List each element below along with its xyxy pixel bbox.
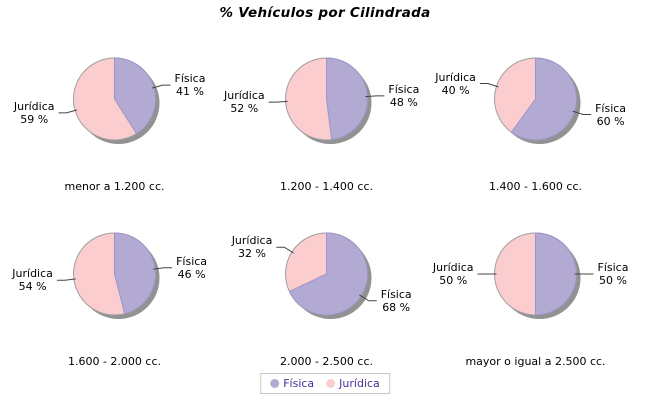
pie-graphic	[56, 232, 173, 319]
pie-chart-1600-2000cc: Física 46 % Jurídica 54 % 1.600 - 2.000 …	[7, 214, 222, 389]
slice-label-value: 50 %	[599, 274, 627, 287]
leader-line	[268, 100, 288, 103]
pie-chart-menor-1200cc: Física 41 % Jurídica 59 % menor a 1.200 …	[7, 39, 222, 214]
slice-label-name: Física	[388, 82, 420, 96]
slice-label-juridica: Jurídica 59 %	[14, 100, 55, 126]
pie-caption: menor a 1.200 cc.	[64, 180, 165, 193]
leader-line	[151, 84, 171, 89]
legend-item-fisica: Física	[270, 377, 314, 390]
legend-label: Física	[283, 377, 315, 390]
slice-label-name: Jurídica	[231, 234, 273, 248]
pie-graphic	[268, 57, 385, 144]
slice-label-value: 32 %	[238, 247, 266, 261]
slice-label-name: Física	[174, 72, 206, 86]
slice-label-value: 40 %	[441, 83, 470, 97]
pie-chart-2000-2500cc: Física 68 % Jurídica 32 % 2.000 - 2.500 …	[219, 214, 434, 389]
slice-label-juridica: Jurídica 54 %	[12, 267, 53, 293]
slice-label-name: Física	[176, 254, 208, 268]
slice-label-fisica: Física 50 %	[598, 261, 629, 287]
leader-line	[479, 83, 499, 88]
leader-line	[572, 110, 592, 115]
pie-graphic	[477, 232, 594, 319]
pie-caption: 1.600 - 2.000 cc.	[67, 355, 162, 368]
slice-label-name: Jurídica	[435, 70, 476, 84]
slice-label-name: Física	[597, 261, 629, 274]
slice-label-fisica: Física 46 %	[176, 255, 207, 281]
slice-label-value: 59 %	[20, 112, 49, 126]
slice-label-juridica: Jurídica 52 %	[224, 89, 265, 115]
pie-caption: 1.400 - 1.600 cc.	[488, 180, 583, 193]
slice-label-juridica: Jurídica 40 %	[435, 71, 476, 97]
leader-line	[365, 95, 385, 98]
slice-label-value: 46 %	[177, 267, 206, 281]
slice-label-value: 41 %	[176, 85, 204, 99]
slice-label-name: Jurídica	[12, 267, 53, 281]
pie-caption: mayor o igual a 2.500 cc.	[465, 355, 606, 368]
slice-label-name: Jurídica	[13, 99, 55, 113]
slice-label-fisica: Física 41 %	[175, 72, 206, 98]
pie-chart-1200-1400cc: Física 48 % Jurídica 52 % 1.200 - 1.400 …	[219, 39, 434, 214]
leader-line	[276, 246, 294, 254]
slice-label-fisica: Física 60 %	[595, 102, 626, 128]
slice-label-value: 60 %	[596, 114, 625, 128]
pie-graphic	[58, 57, 171, 144]
slice-label-value: 52 %	[230, 102, 259, 116]
slice-label-fisica: Física 68 %	[381, 288, 412, 314]
slice-label-name: Jurídica	[432, 261, 474, 274]
slice-label-juridica: Jurídica 50 %	[433, 261, 474, 287]
slice-label-value: 54 %	[18, 280, 47, 294]
slice-label-name: Física	[380, 287, 412, 301]
leader-line	[58, 109, 78, 114]
slice-label-name: Física	[595, 101, 627, 115]
leader-line	[153, 267, 173, 270]
slice-label-juridica: Jurídica 32 %	[232, 234, 273, 260]
pie-chart-mayor-2500cc: Física 50 % Jurídica 50 % mayor o igual …	[428, 214, 643, 389]
chart-title: % Vehículos por Cilindrada	[219, 5, 431, 21]
legend-item-juridica: Jurídica	[326, 377, 380, 390]
legend-marker-fisica-icon	[270, 379, 280, 388]
pie-caption: 1.200 - 1.400 cc.	[279, 180, 374, 193]
legend-label: Jurídica	[339, 377, 380, 390]
slice-label-value: 50 %	[439, 274, 468, 287]
legend-marker-juridica-icon	[326, 379, 336, 388]
slice-label-value: 48 %	[389, 95, 418, 109]
slice-label-value: 68 %	[382, 300, 411, 314]
pie-chart-1400-1600cc: Física 60 % Jurídica 40 % 1.400 - 1.600 …	[428, 39, 643, 214]
pie-graphic	[276, 232, 377, 319]
pie-caption: 2.000 - 2.500 cc.	[279, 355, 374, 368]
slice-label-name: Jurídica	[223, 89, 265, 103]
slice-label-fisica: Física 48 %	[388, 83, 419, 109]
leader-line	[56, 278, 76, 281]
pie-graphic	[479, 57, 592, 144]
legend: Física Jurídica	[260, 373, 390, 394]
leader-line	[359, 294, 377, 302]
